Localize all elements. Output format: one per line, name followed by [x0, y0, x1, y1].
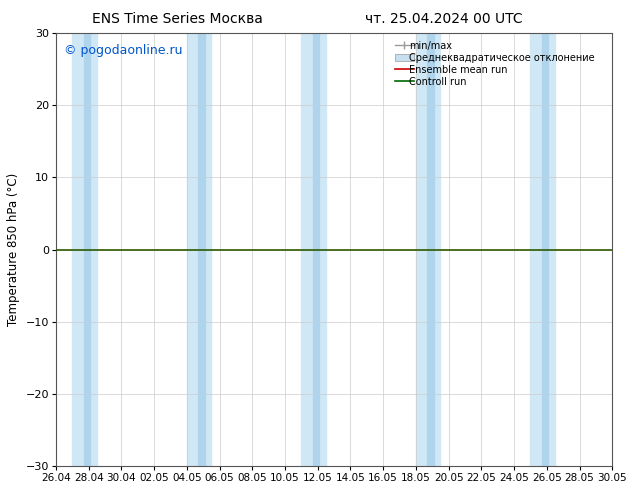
- Text: чт. 25.04.2024 00 UTC: чт. 25.04.2024 00 UTC: [365, 12, 522, 26]
- Bar: [416, 33, 441, 466]
- Bar: [313, 33, 320, 466]
- Legend: min/max, Среднеквадратическое отклонение, Ensemble mean run, Controll run: min/max, Среднеквадратическое отклонение…: [392, 38, 607, 90]
- Bar: [187, 33, 211, 466]
- Bar: [427, 33, 434, 466]
- Text: ENS Time Series Москва: ENS Time Series Москва: [92, 12, 263, 26]
- Y-axis label: Temperature 850 hPa (°C): Temperature 850 hPa (°C): [7, 173, 20, 326]
- Bar: [84, 33, 90, 466]
- Bar: [531, 33, 555, 466]
- Bar: [198, 33, 205, 466]
- Bar: [301, 33, 326, 466]
- Text: © pogodaonline.ru: © pogodaonline.ru: [64, 44, 183, 57]
- Bar: [542, 33, 548, 466]
- Bar: [72, 33, 97, 466]
